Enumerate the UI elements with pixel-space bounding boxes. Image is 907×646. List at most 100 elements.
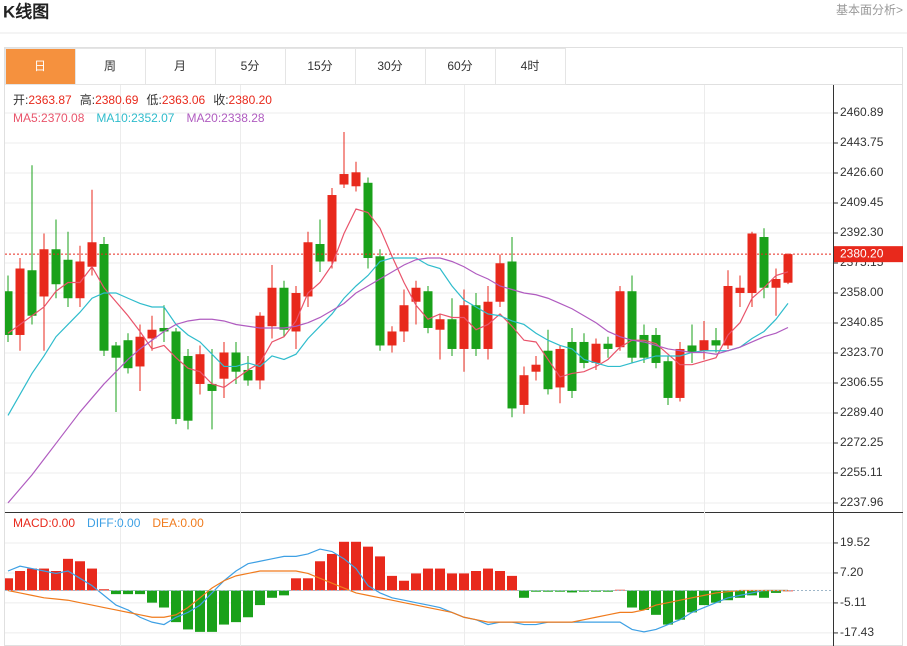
macd-bar — [87, 568, 97, 591]
candle-body — [759, 237, 769, 288]
analysis-link[interactable]: 基本面分析> — [836, 3, 903, 17]
macd-bar — [675, 590, 685, 620]
legend-value: 2363.06 — [162, 93, 206, 107]
tab-label[interactable]: 15分 — [307, 59, 332, 73]
candle-body — [423, 291, 433, 328]
macd-bar — [267, 590, 277, 598]
legend-name: MA10: — [96, 111, 131, 125]
macd-bar — [75, 561, 85, 591]
candle-body — [363, 182, 373, 259]
candle-body — [75, 261, 85, 299]
macd-bar — [207, 590, 217, 632]
tab[interactable]: 15分 — [285, 48, 356, 85]
macd-bar — [231, 590, 241, 623]
y-tick-label: 2426.60 — [840, 165, 884, 179]
candle-body — [399, 305, 409, 332]
macd-bar — [579, 590, 589, 592]
macd-bar — [111, 590, 121, 595]
macd-bar — [291, 578, 301, 591]
tab[interactable]: 周 — [75, 48, 146, 85]
tab[interactable]: 日 — [5, 48, 76, 85]
candle-body — [315, 244, 325, 262]
tab[interactable]: 月 — [145, 48, 216, 85]
legend-value: 0.00 — [180, 516, 204, 530]
macd-bar — [375, 556, 385, 591]
y-tick-label: 2323.70 — [840, 345, 884, 359]
tab-box[interactable] — [215, 48, 286, 85]
y-tick-label: 2392.30 — [840, 225, 884, 239]
tab-label[interactable]: 60分 — [447, 59, 472, 73]
macd-bar — [615, 589, 625, 591]
tab-box[interactable] — [355, 48, 426, 85]
candle-body — [267, 287, 277, 327]
candle-body — [555, 348, 565, 388]
legend-name: MA20: — [186, 111, 221, 125]
legend-name: MACD: — [13, 516, 52, 530]
candle-body — [231, 352, 241, 372]
candle-body — [51, 249, 61, 285]
tab-box[interactable] — [5, 48, 76, 85]
candle-body — [123, 340, 133, 369]
legend-value: 0.00 — [117, 516, 141, 530]
tab[interactable]: 4时 — [495, 48, 566, 85]
legend-value: 2352.07 — [131, 111, 175, 125]
macd-bar — [363, 546, 373, 591]
y-tick-label: 7.20 — [840, 565, 864, 579]
tab-label[interactable]: 月 — [174, 59, 186, 73]
macd-bar — [51, 571, 61, 591]
macd-bar — [591, 590, 601, 592]
y-tick-label: 2306.55 — [840, 375, 884, 389]
macd-bar — [543, 590, 553, 592]
legend-value: 2370.08 — [41, 111, 85, 125]
macd-bar — [495, 571, 505, 591]
macd-bar — [759, 590, 769, 598]
tab-label[interactable]: 4时 — [521, 59, 540, 73]
candle-body — [579, 341, 589, 363]
candle-body — [687, 345, 697, 353]
tab-label[interactable]: 5分 — [241, 59, 260, 73]
y-tick-label: 19.52 — [840, 535, 870, 549]
macd-bar — [471, 571, 481, 591]
candle-body — [219, 352, 229, 379]
macd-bar — [15, 571, 25, 591]
tab-label[interactable]: 周 — [104, 59, 116, 73]
vertical-grid — [120, 85, 705, 646]
y-tick-label: -17.43 — [840, 625, 874, 639]
macd-bar — [99, 589, 109, 591]
macd-bar — [687, 590, 697, 613]
candle-body — [459, 305, 469, 349]
y-tick-label: 2409.45 — [840, 195, 884, 209]
y-tick-label: 2460.89 — [840, 105, 884, 119]
macd-bar — [507, 575, 517, 591]
macd-bar — [255, 590, 265, 606]
legend-name: DIFF: — [87, 516, 117, 530]
tab-label[interactable]: 30分 — [377, 59, 402, 73]
tab-box[interactable] — [495, 48, 566, 85]
tab[interactable]: 60分 — [425, 48, 496, 85]
candle-body — [27, 270, 37, 316]
candle-body — [171, 331, 181, 419]
ma-line — [7, 257, 789, 416]
candle-body — [435, 319, 445, 330]
tab-label[interactable]: 日 — [34, 59, 46, 73]
candle-body — [747, 233, 757, 293]
macd-bar — [351, 541, 361, 591]
legend: MA5:2370.08 MA10:2352.07 MA20:2338.28 — [13, 111, 265, 125]
candle-body — [15, 268, 25, 335]
candle-body — [351, 172, 361, 187]
macd-bar — [447, 573, 457, 591]
tab[interactable]: 5分 — [215, 48, 286, 85]
candle-body — [771, 278, 781, 288]
y-tick-label: 2237.96 — [840, 495, 884, 509]
legend: 开:2363.87 高:2380.69 低:2363.06 收:2380.20 — [13, 92, 272, 107]
tab[interactable]: 30分 — [355, 48, 426, 85]
candle-body — [411, 287, 421, 302]
legend-value: 2380.69 — [95, 93, 139, 107]
legend-name: 开: — [13, 93, 28, 107]
y-tick-label: 2443.75 — [840, 135, 884, 149]
y-tick-label: 2255.11 — [840, 465, 883, 479]
candle-body — [255, 315, 265, 381]
macd-bar — [711, 590, 721, 603]
candle-body — [99, 244, 109, 351]
tab-box[interactable] — [75, 48, 146, 85]
